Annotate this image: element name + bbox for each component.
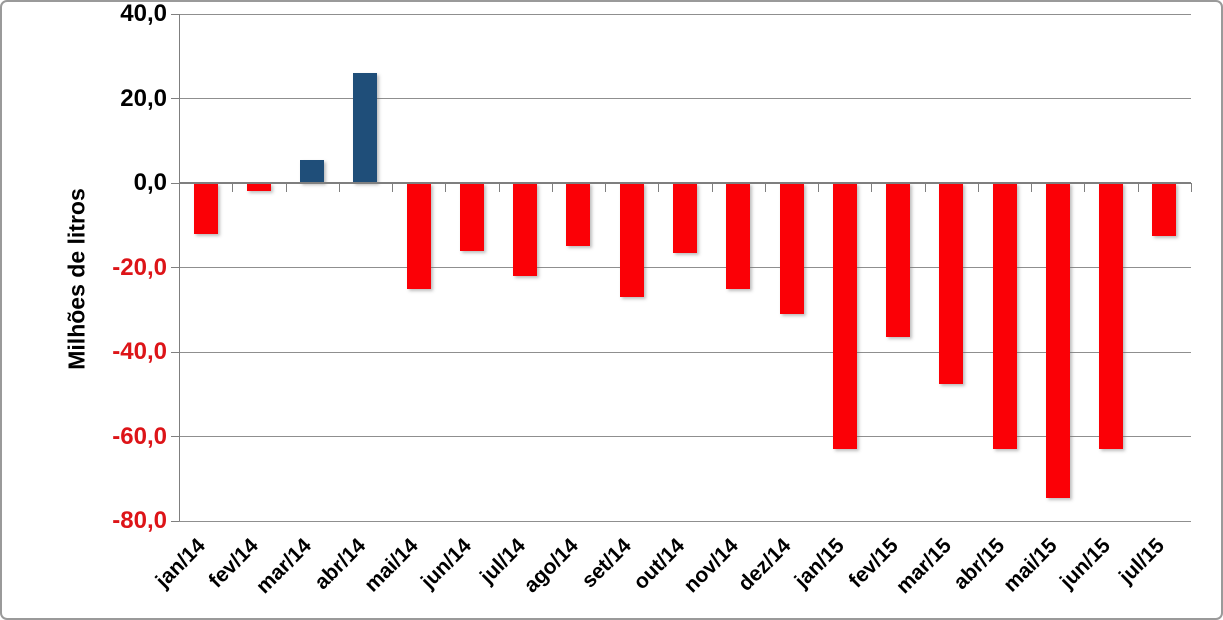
x-tick-label: jun/15 — [1056, 534, 1116, 594]
bar-abr/14 — [353, 73, 378, 183]
y-tick-label: 40,0 — [120, 0, 167, 27]
bar-jul/15 — [1152, 183, 1177, 236]
y-tick-mark — [171, 98, 179, 99]
bar-nov/14 — [726, 183, 751, 289]
x-tick-label: jan/15 — [790, 534, 850, 593]
gridline — [179, 13, 1191, 15]
y-tick-label: -80,0 — [112, 507, 167, 534]
y-tick-mark — [171, 436, 179, 437]
y-tick-label: -20,0 — [112, 253, 167, 281]
bar-jan/15 — [832, 183, 857, 450]
y-tick-mark — [171, 520, 179, 522]
x-tick-label: dez/14 — [734, 534, 796, 596]
x-tick-label: nov/14 — [679, 534, 743, 598]
x-tick-label: mar/14 — [252, 534, 317, 599]
x-tick-mark — [818, 183, 820, 192]
x-tick-mark — [711, 183, 713, 192]
x-tick-label: ago/14 — [519, 534, 583, 598]
x-tick-mark — [392, 183, 394, 192]
x-tick-label: abr/14 — [309, 534, 370, 595]
bar-jun/15 — [1099, 183, 1124, 450]
y-tick-label: -40,0 — [112, 338, 167, 365]
x-tick-label: set/14 — [577, 534, 637, 593]
x-tick-label: mai/14 — [360, 534, 423, 597]
x-tick-label: mar/15 — [891, 534, 956, 599]
bar-mai/14 — [406, 183, 431, 289]
y-tick-label: 0,0 — [133, 169, 167, 196]
x-tick-mark — [179, 183, 180, 192]
x-tick-mark — [977, 183, 979, 192]
x-tick-label: mai/15 — [999, 534, 1063, 597]
gridline — [179, 351, 1191, 353]
bar-fev/15 — [886, 183, 911, 338]
bar-set/14 — [619, 183, 644, 298]
bar-dez/14 — [779, 183, 804, 314]
x-tick-label: jun/14 — [417, 534, 477, 594]
bar-jan/14 — [193, 183, 218, 234]
x-tick-mark — [1137, 183, 1139, 192]
x-tick-mark — [498, 183, 500, 192]
y-tick-mark — [171, 182, 179, 184]
bar-jul/14 — [513, 183, 538, 276]
x-axis-zero-line — [179, 182, 1191, 184]
gridline — [179, 98, 1191, 99]
y-axis-line — [179, 14, 180, 521]
x-tick-label: out/14 — [629, 534, 690, 594]
bar-mai/15 — [1045, 183, 1070, 498]
x-tick-mark — [1031, 183, 1033, 192]
gridline — [179, 520, 1191, 522]
x-tick-mark — [551, 183, 553, 192]
x-tick-mark — [658, 183, 660, 192]
x-tick-mark — [338, 183, 340, 192]
bar-out/14 — [673, 183, 697, 253]
gridline — [179, 267, 1191, 268]
bar-mar/15 — [939, 183, 964, 384]
bar-mar/14 — [300, 159, 325, 183]
gridline — [179, 436, 1191, 437]
x-tick-label: abr/15 — [948, 534, 1009, 595]
bar-fev/14 — [246, 183, 271, 192]
x-tick-mark — [871, 183, 873, 192]
x-tick-mark — [764, 183, 766, 192]
x-tick-mark — [605, 183, 607, 192]
x-tick-mark — [924, 183, 926, 192]
bar-jun/14 — [459, 183, 484, 251]
x-tick-mark — [285, 183, 287, 192]
y-tick-label: 20,0 — [120, 84, 167, 112]
x-tick-mark — [1084, 183, 1086, 192]
y-tick-mark — [171, 351, 179, 353]
x-tick-mark — [1191, 183, 1192, 192]
x-tick-label: jan/14 — [151, 534, 210, 593]
bar-ago/14 — [566, 183, 591, 247]
y-tick-label: -60,0 — [112, 422, 167, 450]
x-tick-mark — [232, 183, 234, 192]
x-tick-label: jul/15 — [1114, 534, 1169, 589]
y-tick-mark — [171, 267, 179, 268]
bar-abr/15 — [992, 183, 1017, 450]
y-tick-mark — [171, 13, 179, 15]
x-tick-mark — [445, 183, 447, 192]
